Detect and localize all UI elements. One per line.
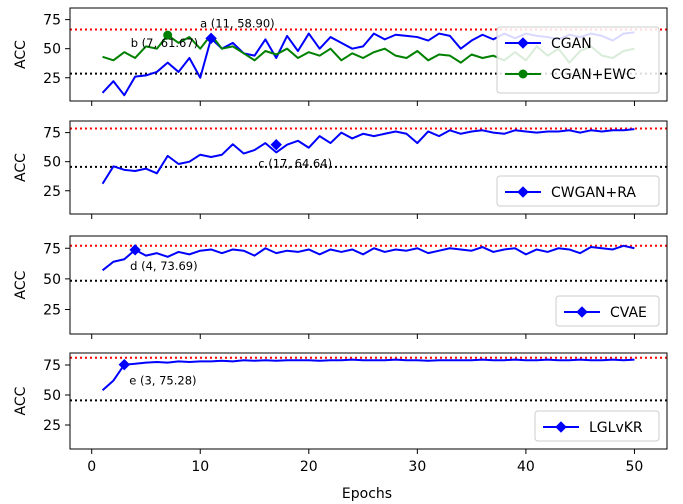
legend: CGAN CGAN+EWC [496,26,660,94]
y-axis-label: ACC [13,153,29,182]
legend-marker-1 [576,306,588,318]
y-tick-label: 75 [43,358,61,374]
legend: LGLvKR [534,410,660,442]
series-line-1 [101,244,635,272]
x-tick-label: 10 [191,459,209,475]
annotation-label: e (3, 75.28) [129,374,196,388]
annotation-label: a (11, 58.90) [200,16,275,30]
y-tick-label: 25 [43,418,61,434]
legend-box [555,295,660,327]
y-tick-label: 25 [43,303,61,319]
x-tick-label: 50 [626,459,644,475]
y-tick-label: 75 [43,13,61,29]
legend-label-1: LGLvKR [589,420,643,436]
y-axis-label: ACC [13,270,29,299]
x-axis-label: Epochs [342,486,392,502]
y-tick-label: 50 [43,42,61,58]
legend-box [496,175,660,207]
series-line-1 [101,128,635,185]
x-tick-label: 0 [87,459,96,475]
subplot-4: e (3, 75.28) 25 50 75 0 10 20 30 40 50 ACC LGLvKR [13,352,668,475]
plot-frame [69,120,668,215]
legend-box [534,410,660,442]
x-tick-label: 20 [300,459,318,475]
series-line-1 [101,358,635,391]
legend-label-1: CVAE [610,305,647,321]
y-axis-label: ACC [13,40,29,69]
x-tick-label: 30 [408,459,426,475]
subplot-3: d (4, 73.69) 25 50 75 ACC CVAE [13,235,668,339]
subplot-2: c (17, 64.64) 25 50 75 ACC CWGAN+RA [13,120,668,219]
x-tick-label: 40 [517,459,535,475]
annotation-label: c (17, 64.64) [258,157,332,171]
plot-frame [69,352,668,450]
y-tick-label: 25 [43,71,61,87]
plot-frame [69,7,668,102]
y-tick-label: 25 [43,184,61,200]
legend-marker-1 [517,186,529,198]
plot-frame [69,235,668,335]
annotation-label: d (4, 73.69) [130,259,197,273]
legend-label-1: CGAN [551,36,592,52]
annotation-marker [270,138,282,151]
legend-label-2: CGAN+EWC [551,67,636,83]
annotation-marker [118,358,130,371]
annotation-marker [129,244,141,256]
annotation-marker [163,30,173,40]
annotation-label: b (7, 61.67) [131,36,198,50]
legend-marker-1 [555,421,567,433]
y-axis-label: ACC [13,386,29,415]
y-tick-label: 75 [43,241,61,257]
legend-marker-2 [518,69,528,79]
annotation-marker [205,32,217,45]
y-tick-label: 50 [43,388,61,404]
y-tick-label: 75 [43,126,61,142]
y-tick-label: 50 [43,155,61,171]
y-tick-label: 50 [43,272,61,288]
legend: CWGAN+RA [496,175,660,207]
legend: CVAE [555,295,660,327]
legend-marker-1 [517,37,529,49]
legend-label-1: CWGAN+RA [551,185,636,201]
